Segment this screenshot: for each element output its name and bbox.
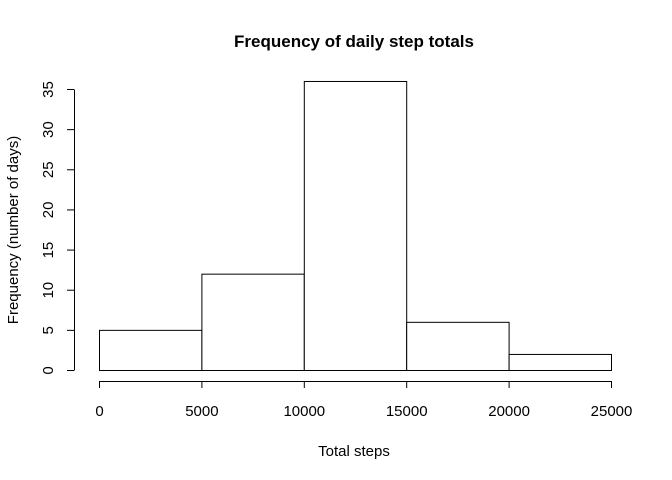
x-tick-label: 25000 xyxy=(591,403,633,420)
histogram-bar-5 xyxy=(508,353,613,372)
histogram-bar-4 xyxy=(406,321,510,372)
y-tick-label: 15 xyxy=(40,242,57,259)
y-tick-label: 35 xyxy=(40,81,57,98)
bars-group xyxy=(99,80,613,372)
y-tick-label: 25 xyxy=(40,161,57,178)
y-tick-label: 0 xyxy=(40,366,57,374)
chart-title: Frequency of daily step totals xyxy=(234,32,474,51)
y-tick-label: 30 xyxy=(40,121,57,138)
y-tick-label: 10 xyxy=(40,282,57,299)
histogram-bar-3 xyxy=(303,80,408,371)
x-tick-label: 5000 xyxy=(185,403,218,420)
x-tick-label: 20000 xyxy=(488,403,530,420)
y-axis: 0 5 10 15 20 25 30 35 xyxy=(40,81,75,375)
histogram-bar-2 xyxy=(201,273,305,371)
x-axis: 0 5000 10000 15000 20000 25000 xyxy=(95,381,632,420)
y-axis-label: Frequency (number of days) xyxy=(5,136,22,324)
y-tick-label: 20 xyxy=(40,202,57,219)
x-axis-label: Total steps xyxy=(318,443,390,460)
x-tick-label: 15000 xyxy=(386,403,428,420)
x-tick-label: 10000 xyxy=(283,403,325,420)
y-tick-label: 5 xyxy=(40,326,57,334)
x-tick-label: 0 xyxy=(95,403,103,420)
histogram-bar-1 xyxy=(99,329,203,372)
